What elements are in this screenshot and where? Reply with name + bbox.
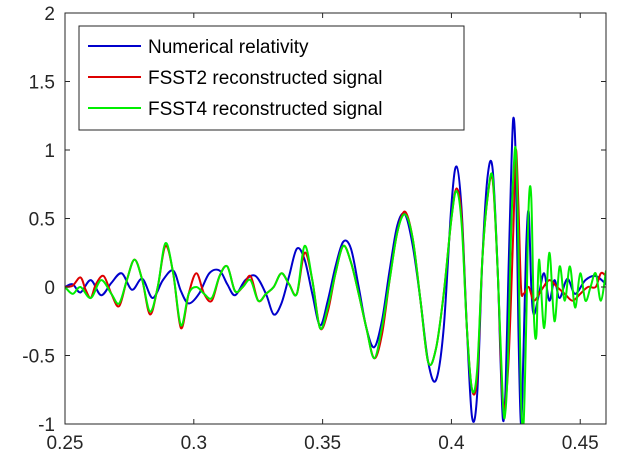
x-tick-label: 0.4 [438, 433, 465, 454]
x-tick-label: 0.45 [562, 433, 599, 454]
y-tick-label: 1.5 [29, 73, 55, 94]
legend: Numerical relativity FSST2 reconstructed … [78, 25, 465, 131]
y-tick-label: -1 [38, 415, 55, 436]
y-tick-label: 1 [44, 141, 55, 162]
series-line-fsst4 [65, 146, 606, 424]
legend-entry-numerical-relativity: Numerical relativity [148, 37, 309, 58]
y-tick-label: 2 [44, 4, 55, 25]
x-tick-label: 0.25 [47, 433, 84, 454]
y-tick-label: 0.5 [29, 210, 55, 231]
legend-box [78, 25, 465, 131]
y-tick-label: 0 [44, 278, 55, 299]
x-tick-label: 0.3 [181, 433, 207, 454]
legend-entry-fsst2: FSST2 reconstructed signal [148, 68, 382, 89]
y-tick-label: -0.5 [22, 347, 55, 368]
legend-entry-fsst4: FSST4 reconstructed signal [148, 99, 382, 120]
x-tick-label: 0.35 [304, 433, 341, 454]
